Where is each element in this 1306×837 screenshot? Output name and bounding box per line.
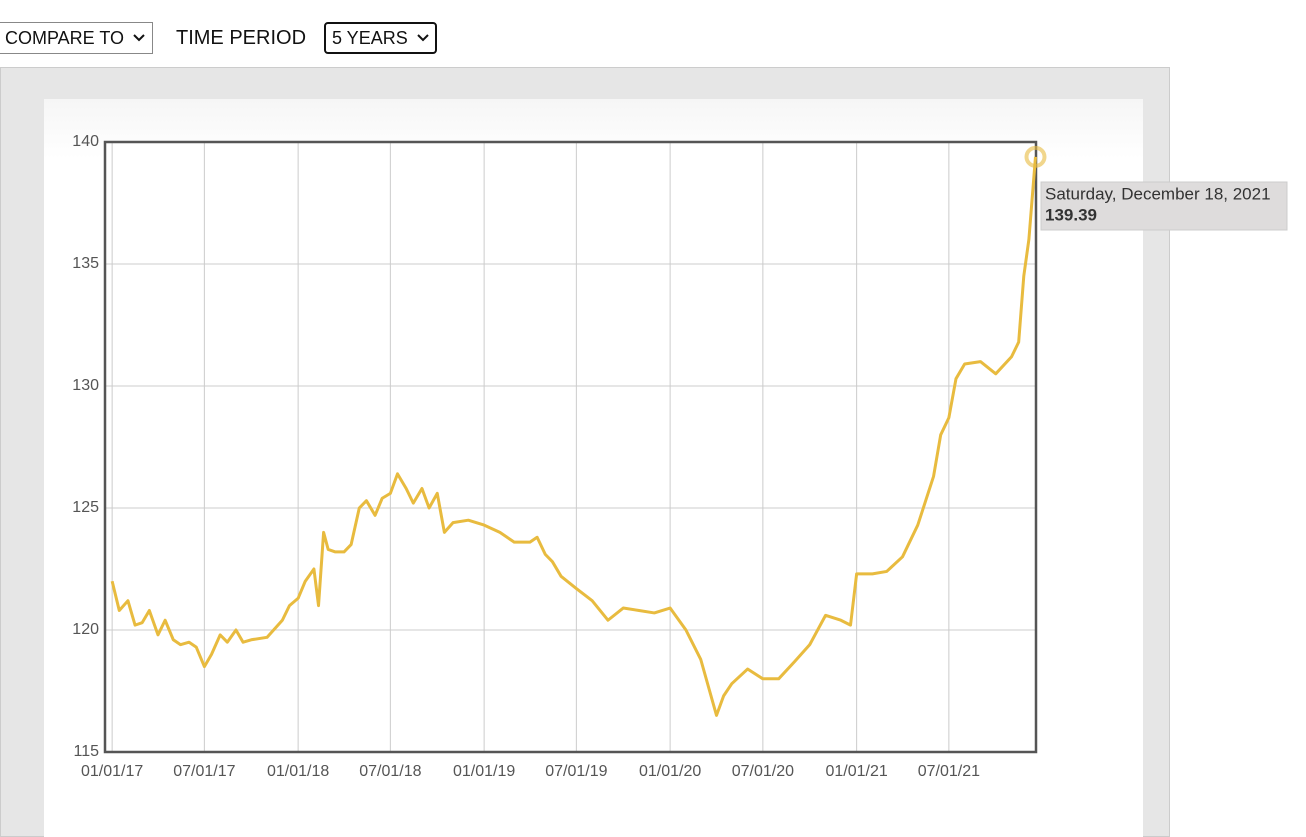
period-label: TIME PERIOD — [176, 22, 307, 54]
y-tick-label: 130 — [72, 377, 99, 394]
plot-area — [105, 142, 1036, 752]
compare-label: COMPARE TO — [5, 27, 125, 48]
chevron — [417, 34, 429, 42]
y-tick-label: 125 — [72, 499, 99, 516]
x-tick-label: 07/01/19 — [545, 763, 607, 780]
x-tick-label: 07/01/17 — [173, 763, 235, 780]
y-tick-label: 135 — [72, 255, 99, 272]
x-tick-label: 07/01/18 — [359, 763, 421, 780]
compare-dropdown[interactable]: COMPARE TO — [0, 22, 153, 54]
y-tick-label: 140 — [72, 133, 99, 150]
period-value: 5 YEARS — [332, 27, 408, 48]
chevron — [133, 34, 145, 42]
tooltip-box — [1040, 181, 1288, 231]
tooltip-value: 139.39 — [1045, 205, 1097, 224]
hover-marker — [1024, 145, 1047, 168]
tooltip-date: Saturday, December 18, 2021 — [1045, 184, 1271, 203]
tooltip: Saturday, December 18, 2021 139.39 — [1040, 181, 1288, 231]
y-tick-label: 115 — [73, 743, 99, 760]
y-tick-label: 120 — [72, 621, 99, 638]
x-tick-label: 01/01/19 — [453, 763, 515, 780]
plot-border — [103, 140, 1038, 754]
x-tick-label: 07/01/20 — [732, 763, 794, 780]
x-tick-label: 01/01/21 — [825, 763, 887, 780]
x-tick-label: 07/01/21 — [918, 763, 980, 780]
x-tick-label: 01/01/17 — [81, 763, 143, 780]
x-tick-label: 01/01/18 — [267, 763, 329, 780]
line — [110, 156, 1037, 717]
x-tick-label: 01/01/20 — [639, 763, 701, 780]
period-dropdown[interactable]: 5 YEARS — [324, 22, 437, 54]
